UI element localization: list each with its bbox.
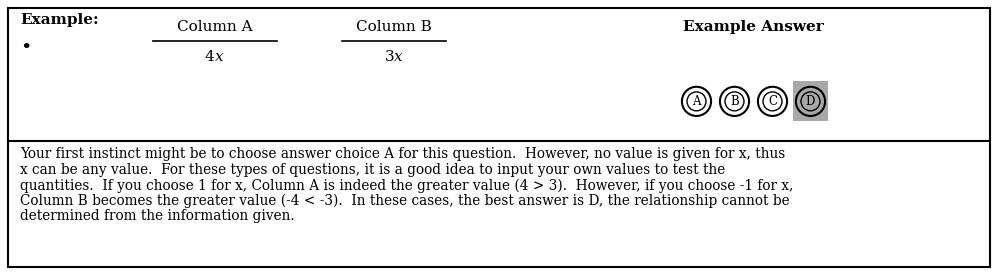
- Text: Example:: Example:: [20, 13, 99, 27]
- Text: Column B becomes the greater value (-4 < -3).  In these cases, the best answer i: Column B becomes the greater value (-4 <…: [20, 194, 789, 208]
- Text: x: x: [394, 50, 403, 64]
- Text: 4: 4: [205, 50, 215, 64]
- Text: x can be any value.  For these types of questions, it is a good idea to input yo: x can be any value. For these types of q…: [20, 163, 726, 177]
- Text: B: B: [731, 95, 739, 108]
- Text: •: •: [20, 39, 32, 56]
- Text: x: x: [215, 50, 224, 64]
- Text: 3: 3: [384, 50, 394, 64]
- Text: Example Answer: Example Answer: [683, 20, 824, 34]
- Text: Your first instinct might be to choose answer choice A for this question.  Howev: Your first instinct might be to choose a…: [20, 147, 785, 161]
- Text: D: D: [805, 95, 815, 108]
- Bar: [793, 81, 827, 122]
- Text: Column A: Column A: [177, 20, 252, 34]
- Text: A: A: [693, 95, 701, 108]
- FancyBboxPatch shape: [8, 8, 990, 267]
- Text: Column B: Column B: [356, 20, 432, 34]
- Text: determined from the information given.: determined from the information given.: [20, 209, 294, 223]
- Text: quantities.  If you choose 1 for x, Column A is indeed the greater value (4 > 3): quantities. If you choose 1 for x, Colum…: [20, 178, 793, 193]
- Text: C: C: [768, 95, 777, 108]
